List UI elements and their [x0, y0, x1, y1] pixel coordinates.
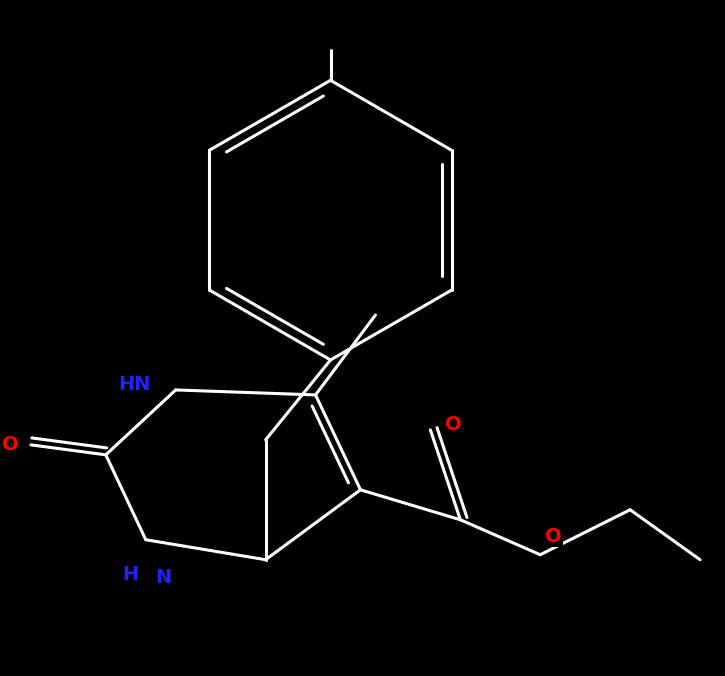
Text: O: O	[2, 435, 19, 454]
Text: HN: HN	[118, 375, 151, 394]
Text: O: O	[445, 415, 462, 435]
Text: O: O	[545, 527, 562, 546]
Text: N: N	[156, 569, 172, 587]
Text: H: H	[123, 565, 139, 584]
